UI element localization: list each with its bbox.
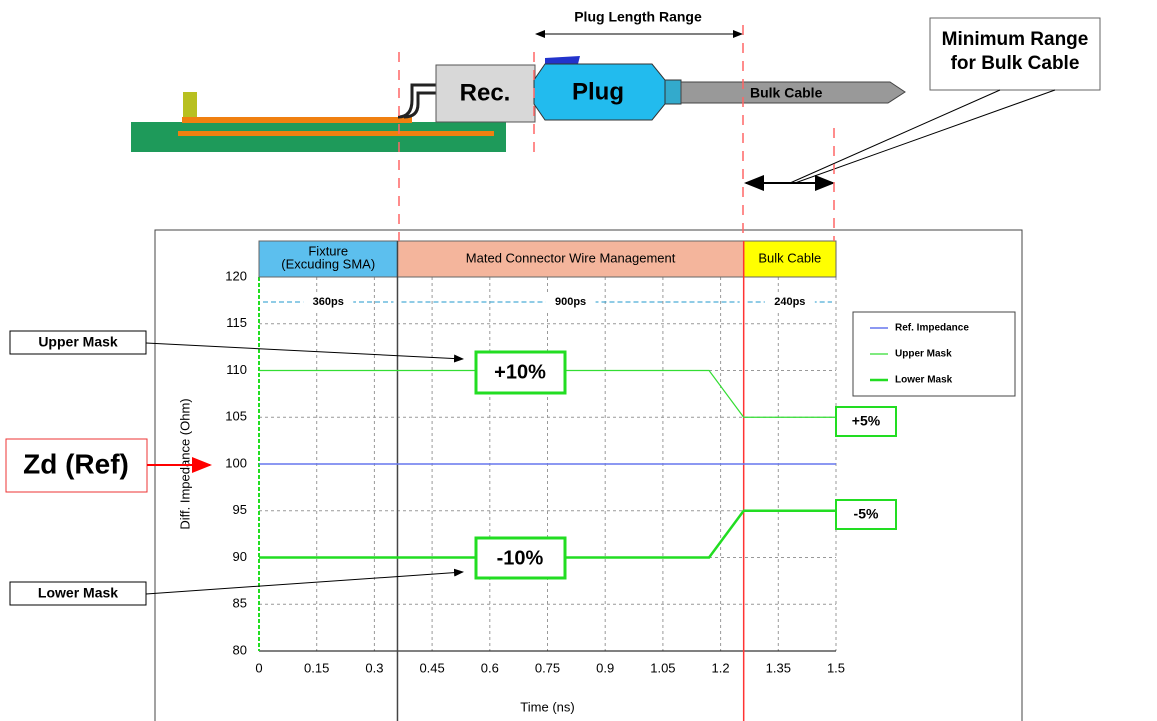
duration-bg (764, 294, 815, 310)
rec-label: Rec. (460, 79, 511, 106)
y-tick-label: 80 (233, 642, 247, 657)
region-label: Bulk Cable (758, 250, 821, 265)
region-label: (Excuding SMA) (281, 256, 375, 271)
x-tick-label: 1.35 (766, 660, 791, 675)
y-tick-label: 95 (233, 502, 247, 517)
legend-label: Ref. Impedance (895, 323, 969, 334)
x-tick-label: 0.6 (481, 660, 499, 675)
region-header (396, 240, 745, 278)
x-axis-label: Time (ns) (520, 699, 574, 714)
callout: +10% (494, 361, 546, 383)
x-tick-label: 0.75 (535, 660, 560, 675)
plug-range-label: Plug Length Range (574, 9, 702, 25)
connector-diagram: Rec. Plug Bulk Cable Plug Length Range M… (131, 9, 1101, 191)
plot: 80 85 90 95 100 105 110 115 120 0 0.15 0.3 0.45 0.6 0.… (177, 240, 1016, 721)
callout: Upper Mask (38, 334, 118, 350)
x-tick-label: 0 (255, 660, 262, 675)
duration-bg (545, 294, 596, 310)
y-tick-label: 85 (233, 596, 247, 611)
callout: -5% (854, 506, 879, 522)
duration-label: 240ps (774, 296, 805, 308)
region-label: Mated Connector Wire Management (466, 250, 676, 265)
duration-label: 900ps (555, 296, 586, 308)
callouts: Upper Mask Lower Mask Zd (Ref) +10% -10%… (5, 330, 897, 606)
y-tick-label: 120 (225, 268, 247, 283)
plug-label: Plug (572, 78, 624, 105)
plot-frame (154, 229, 1023, 721)
x-tick-label: 0.15 (304, 660, 329, 675)
callout: -10% (497, 547, 544, 569)
x-tick-label: 0.3 (365, 660, 383, 675)
x-tick-label: 1.05 (650, 660, 675, 675)
region-label: Fixture (308, 243, 348, 258)
duration-label: 360ps (313, 296, 344, 308)
legend-label: Upper Mask (895, 349, 952, 360)
y-tick-label: 100 (225, 455, 247, 470)
y-tick-label: 115 (226, 315, 247, 330)
callout: Zd (Ref) (23, 448, 129, 479)
x-tick-label: 1.5 (827, 660, 845, 675)
y-tick-label: 105 (225, 409, 247, 424)
min-range-label: Minimum Range (942, 29, 1089, 50)
region-header (743, 240, 837, 278)
min-range-label: for Bulk Cable (951, 53, 1080, 74)
callout: +5% (852, 413, 881, 429)
x-tick-label: 0.45 (419, 660, 444, 675)
y-tick-label: 90 (233, 549, 247, 564)
duration-bg (303, 294, 354, 310)
legend-label: Lower Mask (895, 375, 953, 386)
cable-label: Bulk Cable (750, 85, 823, 101)
reference-lines (398, 25, 835, 241)
callout: Lower Mask (38, 585, 118, 601)
x-tick-label: 0.9 (596, 660, 614, 675)
y-tick-label: 110 (226, 362, 247, 377)
x-tick-label: 1.2 (712, 660, 730, 675)
